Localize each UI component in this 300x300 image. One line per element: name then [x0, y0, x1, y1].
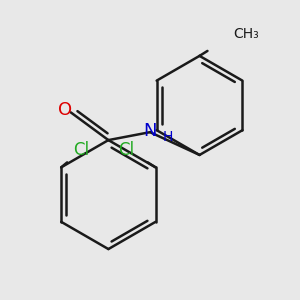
Text: Cl: Cl: [73, 140, 89, 158]
Text: Cl: Cl: [118, 140, 134, 158]
Text: H: H: [163, 130, 173, 144]
Text: O: O: [58, 101, 72, 119]
Text: N: N: [143, 122, 157, 140]
Text: CH₃: CH₃: [233, 27, 259, 41]
